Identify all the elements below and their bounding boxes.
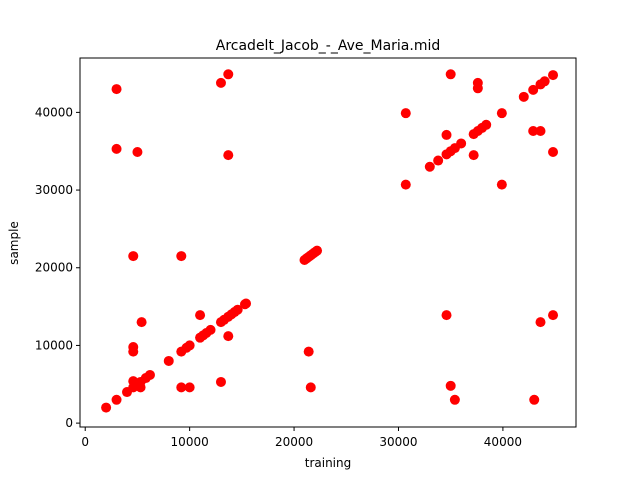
data-point — [111, 84, 122, 95]
data-point — [535, 126, 546, 137]
data-point — [481, 119, 492, 130]
data-point — [528, 126, 539, 137]
data-point — [176, 382, 187, 393]
x-tick-label: 20000 — [275, 435, 313, 449]
data-point — [305, 382, 316, 393]
data-point — [205, 324, 216, 335]
data-point — [468, 150, 479, 161]
data-point — [184, 382, 195, 393]
y-axis-ticks: 0 10000 20000 30000 40000 — [35, 105, 80, 430]
data-point — [518, 91, 529, 102]
data-point — [445, 69, 456, 80]
y-axis-label: sample — [7, 221, 21, 265]
data-point — [144, 369, 155, 380]
y-tick-label: 0 — [65, 416, 73, 430]
chart-title: Arcadelt_Jacob_-_Ave_Maria.mid — [216, 38, 441, 54]
x-tick-label: 40000 — [484, 435, 522, 449]
x-tick-label: 30000 — [379, 435, 417, 449]
data-point — [449, 394, 460, 405]
data-point — [135, 382, 146, 393]
data-point — [496, 108, 507, 119]
data-point — [101, 402, 112, 413]
data-point — [529, 394, 540, 405]
x-tick-label: 10000 — [171, 435, 209, 449]
data-point — [163, 355, 174, 366]
y-tick-label: 20000 — [35, 261, 73, 275]
x-axis-ticks: 0 10000 20000 30000 40000 — [81, 427, 522, 449]
data-point — [195, 310, 206, 321]
data-point — [303, 346, 314, 357]
plot-frame — [79, 57, 577, 428]
data-point — [539, 76, 550, 87]
data-point — [441, 129, 452, 140]
data-point — [128, 251, 139, 262]
data-point — [136, 317, 147, 328]
data-point — [456, 138, 467, 149]
data-point — [400, 179, 411, 190]
data-point — [215, 376, 226, 387]
data-point — [176, 251, 187, 262]
data-point — [215, 77, 226, 88]
data-point — [548, 310, 559, 321]
x-axis-label: training — [305, 456, 352, 470]
data-point — [548, 70, 559, 81]
data-point — [132, 147, 143, 157]
data-point — [223, 150, 234, 161]
data-point — [441, 310, 452, 321]
data-point — [445, 380, 456, 391]
data-point — [548, 147, 559, 157]
data-point — [535, 317, 546, 328]
points-layer — [101, 69, 559, 413]
y-tick-label: 30000 — [35, 183, 73, 197]
data-point — [312, 245, 323, 256]
data-point — [232, 304, 243, 315]
data-point — [472, 83, 483, 94]
data-point — [223, 69, 234, 80]
data-point — [433, 155, 444, 166]
y-tick-label: 40000 — [35, 105, 73, 119]
x-tick-label: 0 — [81, 435, 89, 449]
data-point — [400, 108, 411, 119]
data-point — [111, 143, 122, 154]
data-point — [128, 341, 139, 352]
y-tick-label: 10000 — [35, 338, 73, 352]
data-point — [241, 298, 252, 309]
data-point — [424, 161, 435, 172]
data-point — [184, 340, 195, 351]
data-point — [111, 394, 122, 405]
data-point — [223, 331, 234, 342]
data-point — [528, 84, 539, 95]
data-point — [496, 179, 507, 190]
